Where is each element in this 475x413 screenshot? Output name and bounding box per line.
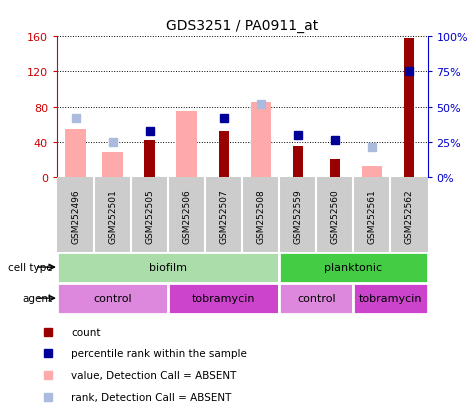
Text: agent: agent <box>22 293 52 304</box>
Text: GSM252561: GSM252561 <box>368 189 376 243</box>
Text: GSM252508: GSM252508 <box>256 189 265 243</box>
Bar <box>103 153 123 178</box>
Bar <box>168 283 279 314</box>
Bar <box>353 283 428 314</box>
Bar <box>57 283 168 314</box>
Text: GSM252560: GSM252560 <box>331 189 339 243</box>
Bar <box>218 132 229 178</box>
Text: GSM252505: GSM252505 <box>145 189 154 243</box>
Text: biofilm: biofilm <box>149 262 187 273</box>
Bar <box>57 252 279 283</box>
Text: control: control <box>93 293 132 304</box>
Bar <box>279 252 428 283</box>
Text: rank, Detection Call = ABSENT: rank, Detection Call = ABSENT <box>71 392 232 402</box>
Text: GSM252496: GSM252496 <box>71 189 80 243</box>
Bar <box>177 112 197 178</box>
Text: control: control <box>297 293 336 304</box>
Text: count: count <box>71 327 101 337</box>
Bar <box>362 167 382 178</box>
Bar <box>293 147 303 178</box>
Bar <box>251 103 271 178</box>
Text: tobramycin: tobramycin <box>359 293 422 304</box>
Bar <box>404 39 414 178</box>
Text: GSM252501: GSM252501 <box>108 189 117 243</box>
Bar <box>144 141 155 178</box>
Text: tobramycin: tobramycin <box>192 293 256 304</box>
Bar <box>66 129 86 178</box>
Text: GSM252559: GSM252559 <box>294 189 302 243</box>
Text: planktonic: planktonic <box>324 262 382 273</box>
Text: cell type: cell type <box>8 262 52 273</box>
Text: GSM252507: GSM252507 <box>219 189 228 243</box>
Text: percentile rank within the sample: percentile rank within the sample <box>71 349 247 358</box>
Bar <box>279 283 353 314</box>
Text: value, Detection Call = ABSENT: value, Detection Call = ABSENT <box>71 370 237 380</box>
Text: GSM252562: GSM252562 <box>405 189 413 243</box>
Bar <box>330 160 340 178</box>
Text: GSM252506: GSM252506 <box>182 189 191 243</box>
Title: GDS3251 / PA0911_at: GDS3251 / PA0911_at <box>166 19 318 33</box>
